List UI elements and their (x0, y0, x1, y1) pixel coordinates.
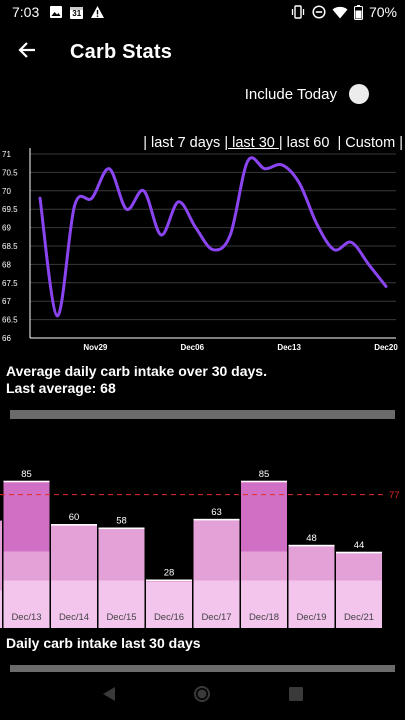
bar-value-label: 44 (354, 540, 365, 551)
range-last-30[interactable]: | last 30 (224, 135, 279, 151)
bar-segment-light (336, 580, 382, 628)
range-selector: | last 7 days | last 30 | last 60 | Cust… (143, 135, 403, 151)
reference-line-label: 77 (389, 490, 400, 501)
image-icon (49, 5, 63, 19)
bar-segment-light (3, 580, 50, 628)
bar-segment-light (98, 580, 145, 628)
bar-category-label: Dec/17 (201, 612, 231, 623)
bar[interactable] (0, 520, 2, 628)
line-chart-x-tick: Dec13 (277, 343, 301, 352)
bar-group[interactable]: 28 Dec/16 (146, 568, 192, 628)
bar-value-label: 60 (69, 512, 80, 523)
bar-segment-light (51, 580, 97, 628)
bar-group[interactable]: 48 Dec/19 (288, 533, 335, 628)
range-last-7[interactable]: | last 7 days (143, 135, 225, 151)
line-chart-x-tick: Dec06 (180, 343, 204, 352)
nav-home-button[interactable] (182, 676, 222, 716)
average-summary-line1: Average daily carb intake over 30 days. (6, 363, 267, 379)
range-last-60[interactable]: | last 60 (278, 135, 334, 151)
bar-category-label: Dec/15 (106, 612, 136, 623)
bar-top-edge (146, 579, 192, 582)
bar-category-label: Dec/18 (249, 612, 279, 623)
page-title: Carb Stats (70, 40, 173, 63)
status-bar: 7:03 31 70% (0, 0, 405, 24)
battery-icon (353, 4, 363, 20)
battery-percent: 70% (368, 4, 397, 20)
bar-value-label: 85 (259, 469, 270, 480)
line-chart-y-tick: 69.5 (2, 205, 18, 214)
line-chart-x-tick: Nov29 (83, 343, 108, 352)
bar-segment-light (0, 590, 2, 628)
arrow-back-icon (18, 41, 36, 64)
bar-segment-light (146, 581, 192, 628)
line-chart-y-tick: 68.5 (2, 242, 18, 251)
bar-top-edge (3, 480, 50, 483)
line-chart-y-tick: 70 (2, 187, 11, 196)
bar-top-edge (193, 518, 240, 521)
line-chart-y-tick: 67 (2, 297, 11, 306)
bar-chart-scrollbar[interactable] (10, 665, 395, 674)
average-line-chart: 66 66.5 67 67.5 68 68.5 69 69.5 70 70.5 71 Nov29 Dec… (2, 148, 398, 352)
bar-group[interactable]: 58 Dec/15 (98, 516, 145, 628)
bar-segment-light (193, 580, 240, 628)
wifi-icon (332, 6, 348, 19)
bar-group[interactable]: 44 Dec/21 (336, 540, 382, 628)
back-button[interactable] (2, 24, 52, 80)
system-nav-bar (0, 672, 405, 720)
dnd-icon (312, 5, 326, 19)
bar-top-edge (98, 527, 145, 530)
bar-group[interactable]: 85 Dec/13 (3, 469, 50, 628)
bar-category-label: Dec/19 (296, 612, 326, 623)
calendar-icon: 31 (69, 5, 84, 20)
bar-value-label: 28 (164, 568, 175, 579)
line-chart-y-tick: 66.5 (2, 316, 18, 325)
bar-top-edge (288, 544, 335, 547)
line-chart-y-tick: 70.5 (2, 168, 18, 177)
line-chart-scrollbar[interactable] (10, 410, 395, 419)
bar-top-edge (51, 524, 97, 526)
square-recents-icon (288, 686, 304, 707)
line-chart-y-tick: 71 (2, 150, 11, 159)
bar-value-label: 85 (21, 469, 32, 480)
warning-icon (90, 5, 105, 19)
last-average: Last average: 68 (6, 380, 116, 396)
line-chart-y-tick: 68 (2, 260, 11, 269)
daily-chart-title: Daily carb intake last 30 days (6, 635, 201, 651)
bar-group[interactable] (0, 520, 2, 628)
line-chart-y-tick: 69 (2, 224, 11, 233)
bar-group[interactable]: 63 Dec/17 (193, 507, 240, 628)
nav-recents-button[interactable] (276, 676, 316, 716)
average-series-line (38, 156, 388, 318)
bar-category-label: Dec/14 (59, 612, 89, 623)
bar-category-label: Dec/21 (344, 612, 374, 623)
bar-top-edge (241, 480, 287, 483)
bar-segment-light (241, 580, 287, 628)
bar-category-label: Dec/16 (154, 612, 184, 623)
include-today-toggle[interactable] (349, 84, 369, 104)
bar-value-label: 63 (211, 507, 222, 518)
circle-home-icon (192, 684, 212, 709)
average-summary: Average daily carb intake over 30 days. … (6, 363, 267, 397)
bar-segment-light (288, 580, 335, 628)
line-chart-x-tick: Dec20 (374, 343, 398, 352)
include-today-row: Include Today (245, 84, 369, 104)
bar-value-label: 48 (306, 533, 317, 544)
line-chart-y-tick: 67.5 (2, 279, 18, 288)
line-chart-y-tick: 66 (2, 334, 11, 343)
bar-group[interactable]: 85 Dec/18 (241, 469, 287, 628)
range-custom[interactable]: | Custom | (333, 135, 403, 151)
bar-top-edge (336, 551, 382, 554)
bar-category-label: Dec/13 (11, 612, 41, 623)
app-bar: Carb Stats (0, 24, 405, 80)
vibrate-icon (290, 5, 306, 19)
daily-bar-chart: 85 Dec/13 60 Dec/14 58 Dec/15 28 Dec/16 63 Dec/17… (0, 469, 400, 628)
bar-group[interactable]: 60 Dec/14 (51, 512, 97, 628)
nav-back-button[interactable] (89, 676, 129, 716)
calendar-day: 31 (72, 8, 82, 18)
include-today-label: Include Today (244, 85, 337, 103)
bar-value-label: 58 (116, 516, 127, 527)
triangle-back-icon (101, 686, 117, 707)
status-time: 7:03 (12, 4, 40, 20)
